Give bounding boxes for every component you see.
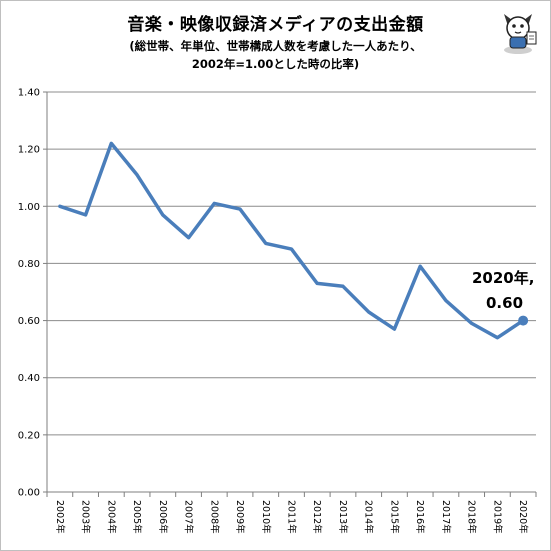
chart-subtitle-line1: (総世帯、年単位、世帯構成人数を考慮した一人あたり、 bbox=[129, 39, 422, 53]
grid-lines bbox=[47, 91, 536, 436]
y-tick-label: 0.00 bbox=[18, 488, 40, 499]
y-tick-label: 1.20 bbox=[18, 145, 40, 156]
cartoon-cat-mascot-icon bbox=[504, 14, 537, 54]
x-tick-label: 2007年 bbox=[183, 500, 195, 534]
last-point-annotation: 2020年, 0.60 bbox=[472, 269, 534, 312]
x-tick-label: 2004年 bbox=[105, 500, 117, 534]
x-tick-label: 2002年 bbox=[54, 500, 66, 534]
x-tick-label: 2018年 bbox=[466, 500, 478, 534]
data-point bbox=[213, 202, 216, 205]
data-point bbox=[238, 208, 241, 211]
y-tick-label: 0.80 bbox=[18, 259, 40, 270]
x-tick-label: 2011年 bbox=[286, 500, 298, 534]
y-tick-label: 0.40 bbox=[18, 373, 40, 384]
data-point bbox=[187, 236, 190, 239]
x-tick-label: 2009年 bbox=[234, 500, 246, 534]
x-tick-label: 2019年 bbox=[491, 500, 503, 534]
x-tick-label: 2016年 bbox=[414, 500, 426, 534]
data-point bbox=[264, 242, 267, 245]
x-axis-tick-labels: 2002年 2003年 2004年 2005年 2006年 2007年 2008年 2009年… bbox=[54, 500, 529, 534]
data-point bbox=[290, 248, 293, 251]
x-tick-label: 2005年 bbox=[131, 500, 143, 534]
x-tick-label: 2015年 bbox=[388, 500, 400, 534]
annotation-line1: 2020年, bbox=[472, 269, 534, 287]
x-tick-label: 2020年 bbox=[517, 500, 529, 534]
data-point bbox=[316, 282, 319, 285]
x-tick-label: 2017年 bbox=[440, 500, 452, 534]
data-point bbox=[341, 285, 344, 288]
data-point bbox=[135, 173, 138, 176]
x-tick-label: 2014年 bbox=[363, 500, 375, 534]
y-tick-label: 0.60 bbox=[18, 316, 40, 327]
x-tick-label: 2013年 bbox=[337, 500, 349, 534]
y-tick-label: 1.00 bbox=[18, 202, 40, 213]
data-point bbox=[393, 328, 396, 331]
series-polyline bbox=[58, 141, 525, 340]
data-point bbox=[367, 310, 370, 313]
annotation-line2: 0.60 bbox=[486, 294, 523, 312]
chart-subtitle-line2: 2002年=1.00とした時の比率) bbox=[191, 57, 360, 71]
data-point bbox=[419, 265, 422, 268]
data-point bbox=[58, 205, 61, 208]
x-tick-label: 2006年 bbox=[157, 500, 169, 534]
data-point bbox=[84, 213, 87, 216]
x-tick-label: 2003年 bbox=[80, 500, 92, 534]
data-point bbox=[470, 322, 473, 325]
x-tick-label: 2012年 bbox=[311, 500, 323, 534]
y-axis-tick-labels: 0.00 0.20 0.40 0.60 0.80 1.00 1.20 1.40 bbox=[18, 88, 40, 499]
chart-title: 音楽・映像収録済メディアの支出金額 bbox=[127, 15, 424, 35]
data-point bbox=[161, 213, 164, 216]
x-tick-label: 2008年 bbox=[208, 500, 220, 534]
x-tick-label: 2010年 bbox=[260, 500, 272, 534]
y-tick-label: 1.40 bbox=[18, 88, 40, 99]
series-line bbox=[58, 141, 529, 340]
last-data-point bbox=[518, 315, 529, 326]
data-point bbox=[444, 299, 447, 302]
data-point bbox=[110, 142, 113, 145]
y-tick-label: 0.20 bbox=[18, 430, 40, 441]
axes bbox=[43, 91, 537, 497]
data-point bbox=[496, 336, 499, 339]
